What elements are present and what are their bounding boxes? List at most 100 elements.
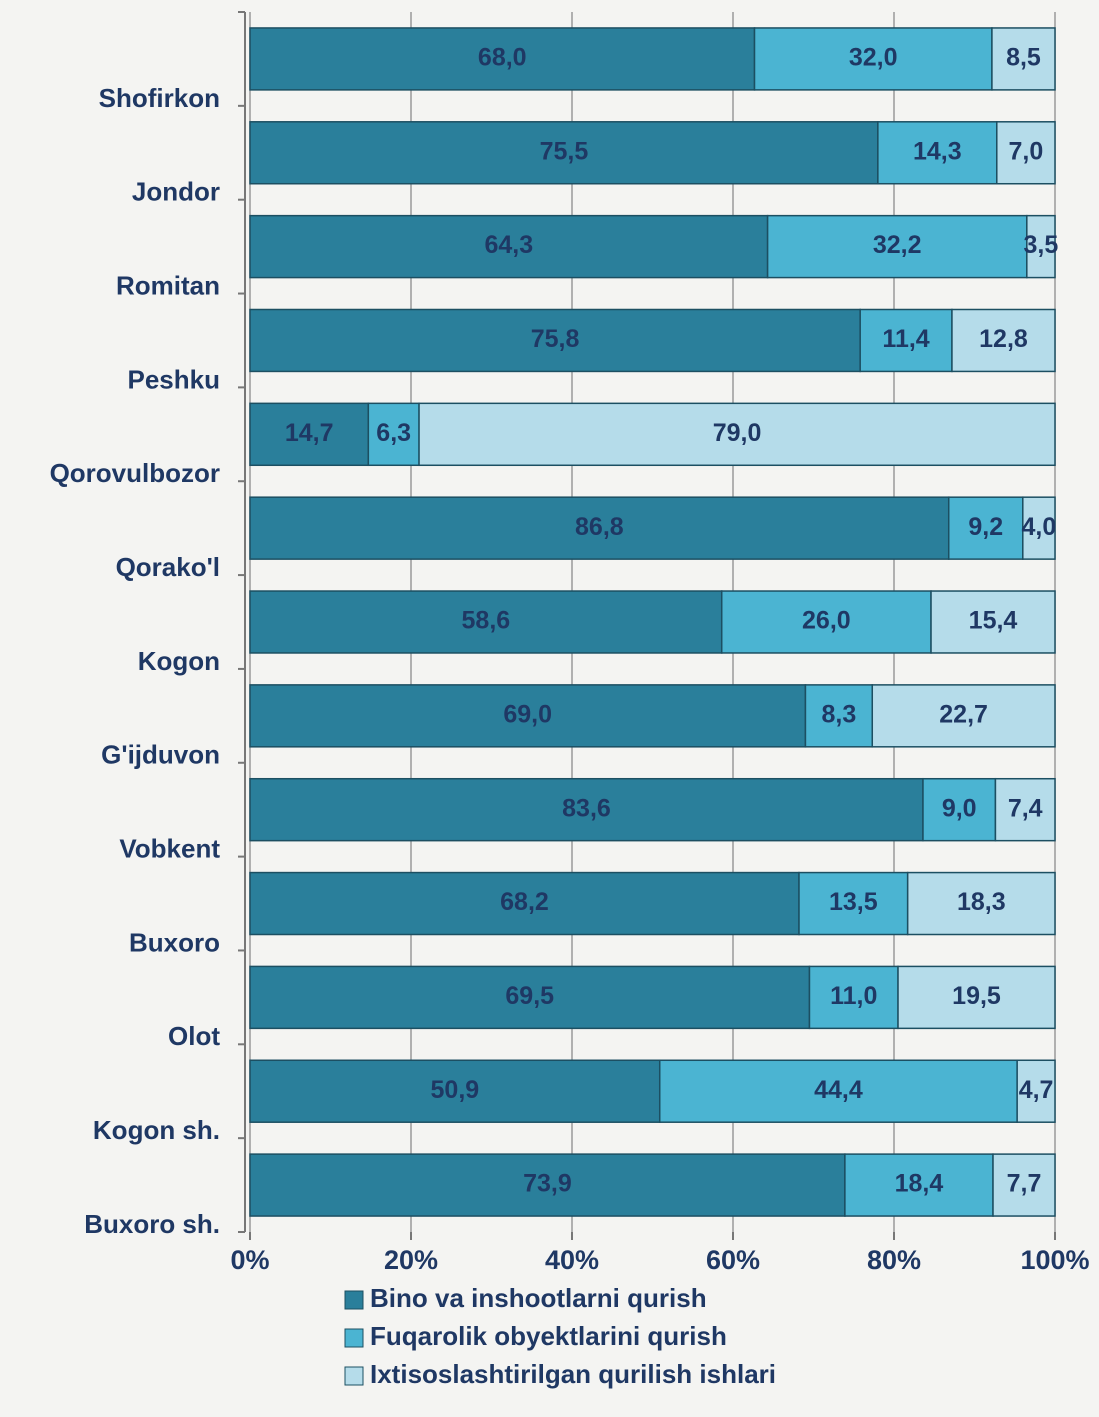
category-label: Kogon [138, 646, 220, 676]
bar-segment [951, 308, 1056, 373]
value-label: 44,4 [814, 1076, 863, 1104]
bar-segment [877, 121, 998, 185]
value-label: 13,5 [829, 888, 878, 916]
bar-segment [1022, 496, 1056, 560]
value-label: 75,8 [531, 325, 580, 353]
value-label: 69,0 [503, 700, 552, 728]
bar-segment [992, 1153, 1056, 1217]
bar-segment [1026, 214, 1056, 279]
value-label: 32,2 [873, 231, 922, 259]
legend-marker [344, 1290, 364, 1310]
category-label: Peshku [128, 364, 221, 394]
value-label: 8,5 [1006, 44, 1041, 72]
value-label: 9,2 [968, 513, 1003, 541]
value-label: 50,9 [431, 1076, 480, 1104]
x-tick-label: 20% [384, 1245, 438, 1275]
value-label: 19,5 [952, 982, 1001, 1010]
bar-segment [367, 402, 420, 467]
value-label: 11,0 [830, 982, 877, 1010]
bar-segment [249, 402, 370, 467]
value-label: 3,5 [1024, 231, 1059, 259]
x-tick-label: 80% [867, 1245, 921, 1275]
value-label: 86,8 [575, 513, 624, 541]
bar-segment [844, 1153, 994, 1217]
value-label: 15,4 [969, 607, 1018, 635]
bar-segment [766, 214, 1028, 279]
category-label: Shofirkon [99, 83, 220, 113]
value-label: 7,4 [1008, 794, 1043, 822]
value-label: 68,2 [500, 888, 549, 916]
category-label: Olot [168, 1021, 220, 1051]
bar-segment [808, 965, 899, 1030]
bar-segment [804, 684, 874, 748]
value-label: 83,6 [562, 794, 611, 822]
value-label: 14,3 [913, 137, 962, 165]
category-label: G'ijduvon [101, 740, 220, 770]
bar-segment [249, 1059, 661, 1123]
x-tick-label: 40% [545, 1245, 599, 1275]
legend-marker [344, 1366, 364, 1386]
legend-marker [344, 1328, 364, 1348]
bar-segment [906, 871, 1056, 936]
bar-segment [249, 871, 800, 936]
bar-segment [249, 121, 879, 185]
bar-segment [418, 402, 1056, 467]
value-label: 58,6 [462, 607, 511, 635]
value-label: 7,7 [1007, 1170, 1042, 1198]
bar-segment [994, 777, 1056, 842]
category-label: Vobkent [119, 834, 220, 864]
value-label: 18,3 [957, 888, 1006, 916]
value-label: 4,0 [1022, 513, 1057, 541]
value-label: 32,0 [849, 44, 898, 72]
value-label: 26,0 [802, 607, 851, 635]
value-label: 22,7 [939, 700, 988, 728]
value-label: 7,0 [1009, 137, 1044, 165]
bar-segment [249, 684, 807, 748]
bar-segment [798, 871, 909, 936]
value-label: 11,4 [882, 325, 929, 353]
legend-label: Ixtisoslashtirilgan qurilish ishlari [370, 1359, 776, 1389]
bar-segment [720, 590, 932, 654]
x-tick-label: 60% [706, 1245, 760, 1275]
value-label: 75,5 [540, 137, 589, 165]
bar-segment [922, 777, 997, 842]
bar-segment [249, 1153, 846, 1217]
value-label: 6,3 [376, 419, 411, 447]
category-label: Romitan [116, 270, 220, 300]
category-label: Qorako'l [116, 552, 220, 582]
value-label: 12,8 [979, 325, 1028, 353]
bar-segment [249, 496, 950, 560]
value-label: 9,0 [942, 794, 977, 822]
legend-label: Fuqarolik obyektlarini qurish [370, 1321, 727, 1351]
bar-segment [249, 590, 723, 654]
value-label: 8,3 [821, 700, 856, 728]
value-label: 73,9 [523, 1170, 572, 1198]
bar-segment [249, 965, 811, 1030]
value-label: 14,7 [285, 419, 334, 447]
bar-segment [897, 965, 1056, 1030]
x-tick-label: 100% [1020, 1245, 1089, 1275]
category-label: Buxoro sh. [84, 1209, 220, 1239]
value-label: 64,3 [484, 231, 533, 259]
category-label: Kogon sh. [93, 1115, 220, 1145]
bar-segment [996, 121, 1056, 185]
category-label: Buxoro [129, 927, 220, 957]
value-label: 69,5 [505, 982, 554, 1010]
bar-segment [658, 1059, 1018, 1123]
legend-label: Bino va inshootlarni qurish [370, 1283, 707, 1313]
category-label: Jondor [132, 177, 220, 207]
value-label: 4,7 [1019, 1076, 1054, 1104]
bar-segment [249, 777, 924, 842]
bar-segment [991, 27, 1056, 91]
x-tick-label: 0% [230, 1245, 269, 1275]
value-label: 68,0 [478, 44, 527, 72]
bar-segment [249, 214, 769, 279]
bar-segment [930, 590, 1056, 654]
value-label: 18,4 [895, 1170, 944, 1198]
bar-segment [871, 684, 1056, 748]
category-label: Qorovulbozor [50, 458, 220, 488]
bar-segment [1016, 1059, 1056, 1123]
value-label: 79,0 [713, 419, 762, 447]
